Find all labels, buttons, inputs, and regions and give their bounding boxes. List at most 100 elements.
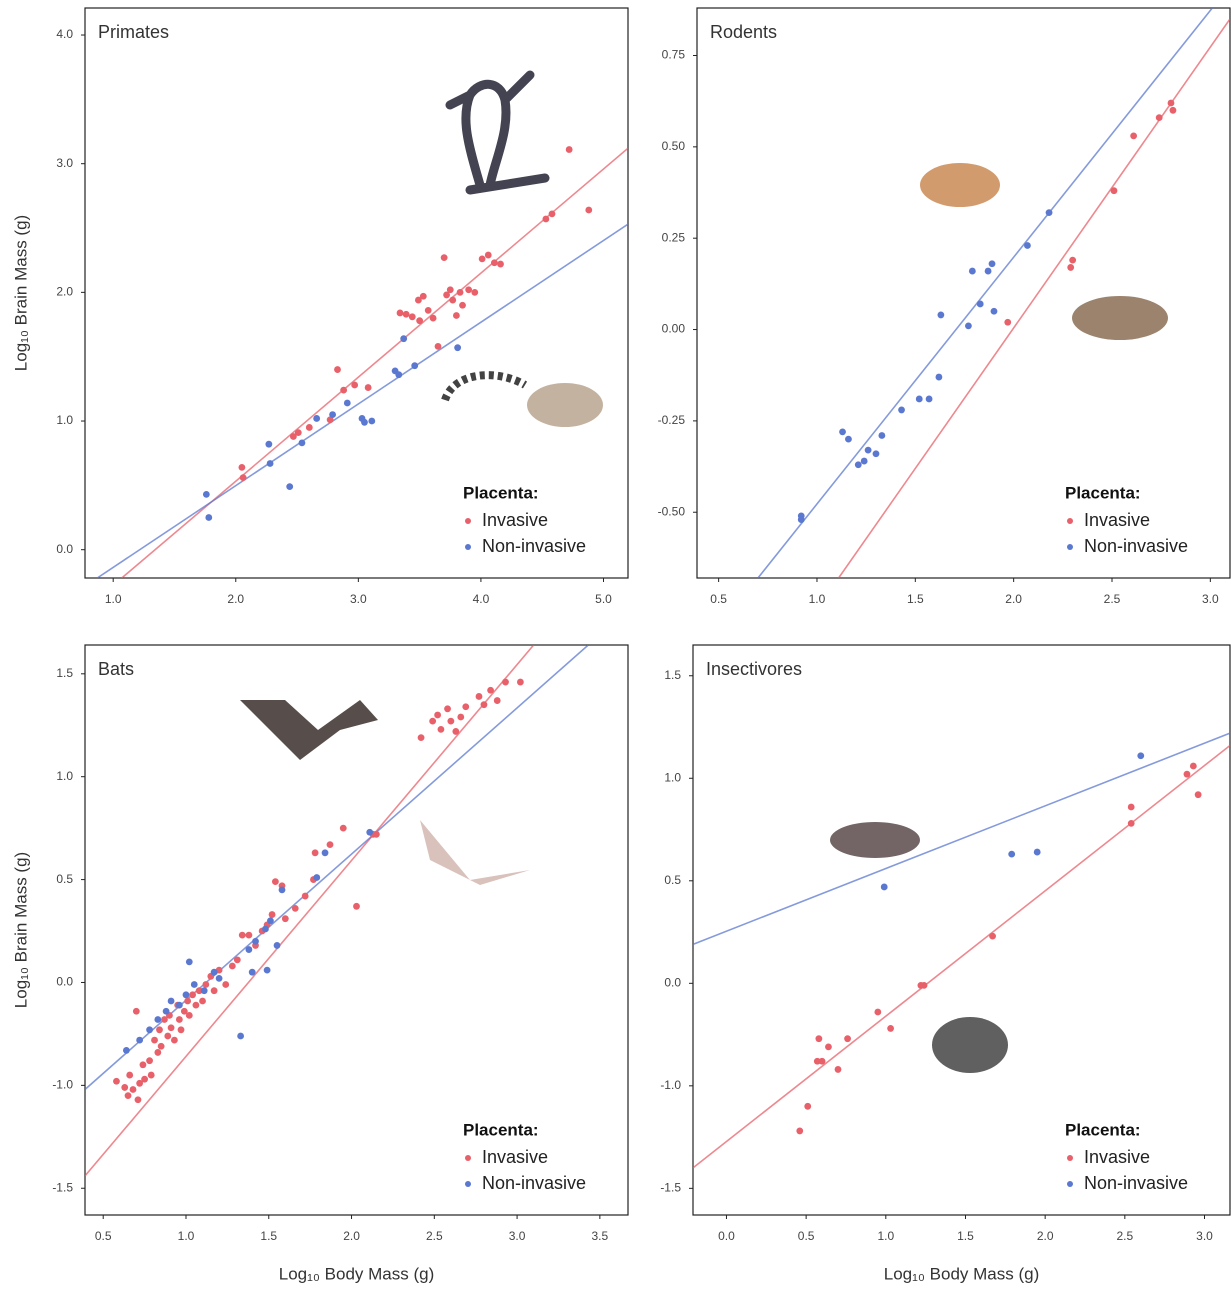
illustrations	[240, 75, 1168, 1073]
data-point	[216, 975, 223, 982]
data-point	[855, 461, 862, 468]
fit-line	[758, 8, 1212, 578]
data-point	[168, 998, 175, 1005]
y-tick-label: 3.0	[56, 156, 73, 170]
data-point	[202, 981, 209, 988]
data-point	[184, 998, 191, 1005]
data-point	[267, 460, 274, 467]
data-point	[123, 1047, 130, 1054]
data-point	[186, 1012, 193, 1019]
x-tick-label: 2.0	[227, 592, 244, 606]
data-point	[411, 362, 418, 369]
data-point	[865, 447, 872, 454]
data-point	[154, 1016, 161, 1023]
data-point	[178, 1026, 185, 1033]
data-point	[444, 705, 451, 712]
x-tick-label: 2.0	[1005, 592, 1022, 606]
data-point	[312, 849, 319, 856]
y-axis-label: Log₁₀ Brain Mass (g)	[11, 215, 30, 371]
lemur-tail	[445, 375, 525, 400]
data-point	[176, 1016, 183, 1023]
x-tick-label: 3.0	[1196, 1229, 1213, 1243]
data-point	[133, 1008, 140, 1015]
data-point	[409, 313, 416, 320]
data-point	[400, 335, 407, 342]
y-tick-label: 0.50	[662, 139, 686, 153]
y-tick-label: 0.5	[664, 873, 681, 887]
data-point	[154, 1049, 161, 1056]
data-point	[965, 322, 972, 329]
data-point	[245, 946, 252, 953]
data-point	[302, 893, 309, 900]
data-point	[452, 728, 459, 735]
panel: Primates1.02.03.04.05.00.01.02.03.04.0Lo…	[11, 8, 628, 606]
data-point	[1111, 187, 1118, 194]
data-point	[151, 1037, 158, 1044]
y-tick-label: 1.0	[56, 769, 73, 783]
data-point	[353, 903, 360, 910]
data-point	[205, 514, 212, 521]
legend-label: Invasive	[482, 510, 548, 530]
data-point	[313, 415, 320, 422]
data-point	[1184, 771, 1191, 778]
data-point	[156, 1026, 163, 1033]
data-point	[839, 428, 846, 435]
data-point	[874, 1009, 881, 1016]
data-point	[292, 905, 299, 912]
data-point	[1046, 209, 1053, 216]
legend-marker	[465, 518, 471, 524]
data-point	[262, 926, 269, 933]
data-point	[881, 884, 888, 891]
data-point	[361, 419, 368, 426]
y-tick-label: 2.0	[56, 285, 73, 299]
legend-marker	[1067, 544, 1073, 550]
x-tick-label: 4.0	[473, 592, 490, 606]
legend: Placenta:InvasiveNon-invasive	[463, 1120, 586, 1192]
data-point	[977, 301, 984, 308]
data-point	[203, 491, 210, 498]
legend-marker	[1067, 1181, 1073, 1187]
hedgehog-illustration	[932, 1017, 1008, 1073]
data-point	[327, 841, 334, 848]
data-point	[193, 1002, 200, 1009]
data-point	[146, 1057, 153, 1064]
data-point	[282, 915, 289, 922]
data-point	[502, 679, 509, 686]
data-point	[274, 942, 281, 949]
data-point	[344, 400, 351, 407]
legend-label: Non-invasive	[1084, 1173, 1188, 1193]
flying-fox-illustration	[240, 700, 378, 760]
data-point	[1156, 114, 1163, 121]
data-point	[1195, 791, 1202, 798]
data-point	[163, 1008, 170, 1015]
data-point	[135, 1096, 142, 1103]
data-point	[403, 311, 410, 318]
data-point	[140, 1061, 147, 1068]
data-point	[267, 917, 274, 924]
data-point	[240, 474, 247, 481]
fit-line	[85, 645, 588, 1089]
data-point	[517, 679, 524, 686]
y-tick-label: 0.0	[664, 975, 681, 989]
data-point	[921, 982, 928, 989]
data-point	[340, 387, 347, 394]
x-tick-label: 2.0	[343, 1229, 360, 1243]
data-point	[429, 718, 436, 725]
data-point	[237, 1033, 244, 1040]
legend-label: Non-invasive	[482, 1173, 586, 1193]
data-point	[1130, 132, 1137, 139]
data-point	[447, 286, 454, 293]
legend-label: Invasive	[482, 1147, 548, 1167]
y-tick-label: -0.50	[658, 504, 686, 518]
y-tick-label: 0.25	[662, 230, 686, 244]
panel-title: Rodents	[710, 22, 777, 42]
y-tick-label: 0.0	[56, 542, 73, 556]
data-point	[1170, 107, 1177, 114]
fit-line	[693, 745, 1230, 1167]
panel-title: Insectivores	[706, 659, 802, 679]
data-point	[476, 693, 483, 700]
data-point	[491, 259, 498, 266]
legend-title: Placenta:	[1065, 1120, 1141, 1139]
data-point	[798, 516, 805, 523]
data-point	[497, 261, 504, 268]
